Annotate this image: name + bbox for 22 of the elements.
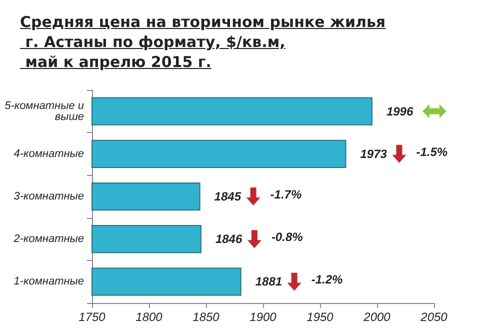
x-tick-label: 2050 [420,310,448,324]
y-tick-label: 4-комнатные [14,148,84,160]
x-tick-label: 1850 [192,310,220,324]
x-tick-label: 1950 [306,310,334,324]
data-label: 1881 [255,274,282,289]
y-tick-label: 2-комнатные [12,233,84,246]
data-label: 1846 [215,232,242,246]
x-tick-label: 1800 [136,310,163,324]
y-tick-label: 5-комнатные и выше [4,100,84,123]
x-tick-label: 2000 [362,310,391,324]
annotation: -1.2% [311,272,344,287]
annotation: -0.8% [271,230,304,244]
x-tick-label: 1900 [250,310,277,324]
annotation: -1.7% [270,188,302,202]
data-label: 1973 [360,146,388,161]
data-label: 1845 [214,190,242,204]
data-label: 1996 [386,104,414,118]
y-tick-label: 3-комнатные [14,190,84,202]
x-tick-label: 1750 [78,310,106,324]
y-tick-label: 1-комнатные [14,276,84,288]
chart-title: Средняя цена на вторичном рынке жилья г. Астаны по формату, $/кв.м, май к апрелю 2015 г. [20,12,386,72]
annotation: -1.5% [416,144,448,159]
